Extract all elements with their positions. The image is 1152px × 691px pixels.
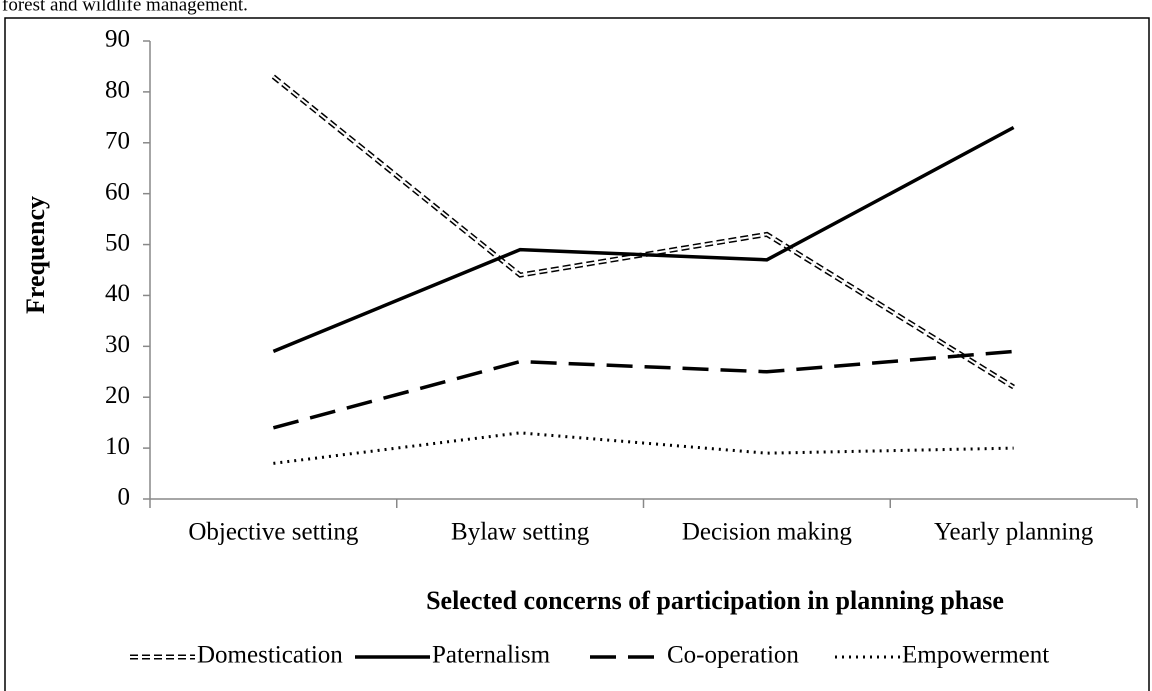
line-series-inner [272,75,1015,388]
x-axis-label: Selected concerns of participation in pl… [426,586,1004,615]
y-tick-label: 30 [105,331,130,358]
caption: forest and wildlife management. [2,0,248,15]
y-tick-label: 80 [105,77,130,104]
legend-label: Domestication [197,642,343,669]
x-tick-label: Yearly planning [934,519,1094,546]
y-tick-label: 40 [105,280,130,307]
legend-label: Co-operation [667,642,799,669]
y-tick-label: 20 [105,382,130,409]
chart-frame [4,17,1150,691]
y-tick-label: 10 [105,433,130,460]
y-tick-label: 60 [105,178,130,205]
legend-label: Paternalism [432,642,551,669]
x-tick-label: Bylaw setting [451,519,590,546]
y-tick-label: 50 [105,229,130,256]
line-series [272,125,1015,354]
y-tick-label: 90 [105,26,130,53]
x-tick-label: Decision making [682,519,853,546]
x-tick-label: Objective setting [188,519,359,546]
y-axis-label: Frequency [21,196,50,314]
y-tick-label: 0 [118,484,131,511]
line-series [271,74,1015,390]
line-series [273,431,1014,465]
line-series [272,349,1014,430]
legend-label: Empowerment [902,642,1049,669]
y-tick-label: 70 [105,128,130,155]
